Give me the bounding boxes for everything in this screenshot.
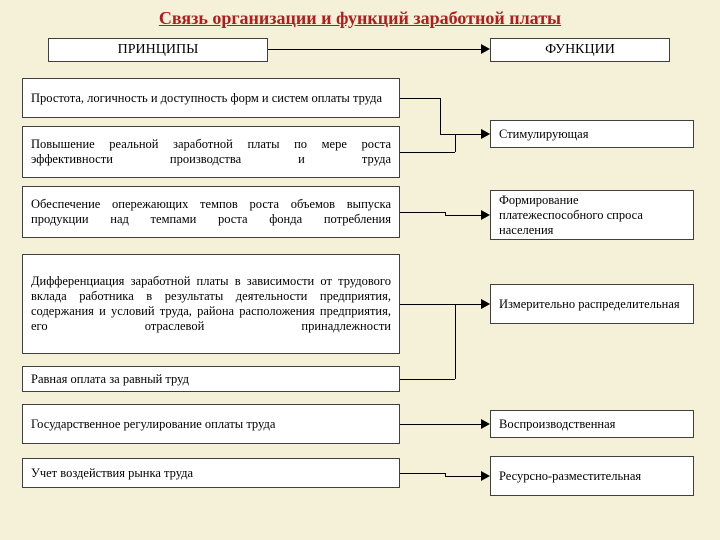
principles-header-label: ПРИНЦИПЫ <box>118 42 199 59</box>
function-box-3-label: Измерительно распределительная <box>499 297 680 312</box>
connector-2-seg3 <box>455 134 481 135</box>
connector-2-arrowhead-icon <box>481 129 490 139</box>
principle-box-6: Государственное регулирование оплаты тру… <box>22 404 400 444</box>
connector-4-seg1 <box>400 304 445 305</box>
connector-7-seg1 <box>400 473 445 474</box>
principle-box-1: Простота, логичность и доступность форм … <box>22 78 400 118</box>
principle-box-7-label: Учет воздействия рынка труда <box>31 466 193 481</box>
connector-6-arrowhead-icon <box>481 419 490 429</box>
connector-1-seg2 <box>440 98 441 134</box>
function-box-1-label: Стимулирующая <box>499 127 588 142</box>
connector-2-seg1 <box>400 152 455 153</box>
principle-box-5: Равная оплата за равный труд <box>22 366 400 392</box>
connector-3-arrowhead-icon <box>481 210 490 220</box>
function-box-5: Ресурсно-разместительная <box>490 456 694 496</box>
principle-box-4-label: Дифференциация заработной платы в зависи… <box>31 274 391 334</box>
functions-header: ФУНКЦИИ <box>490 38 670 62</box>
principle-box-4: Дифференциация заработной платы в зависи… <box>22 254 400 354</box>
principle-box-3-label: Обеспечение опережающих темпов роста объ… <box>31 197 391 227</box>
page-title: Связь организации и функций заработной п… <box>0 8 720 29</box>
connector-7-seg3 <box>445 476 481 477</box>
connector-1-seg1 <box>400 98 440 99</box>
connector-2-seg2 <box>455 134 456 152</box>
connector-5-arrowhead-icon <box>481 299 490 309</box>
connector-3-seg3 <box>445 215 481 216</box>
connector-5-seg2 <box>455 304 456 379</box>
function-box-3: Измерительно распределительная <box>490 284 694 324</box>
principle-box-6-label: Государственное регулирование оплаты тру… <box>31 417 275 432</box>
connector-7-arrowhead-icon <box>481 471 490 481</box>
header-connector-line <box>268 49 481 50</box>
function-box-5-label: Ресурсно-разместительная <box>499 469 641 484</box>
principle-box-2-label: Повышение реальной заработной платы по м… <box>31 137 391 167</box>
function-box-4-label: Воспроизводственная <box>499 417 615 432</box>
connector-3-seg1 <box>400 212 445 213</box>
principle-box-1-label: Простота, логичность и доступность форм … <box>31 91 382 106</box>
function-box-4: Воспроизводственная <box>490 410 694 438</box>
header-connector-arrow <box>481 44 490 54</box>
connector-5-seg1 <box>400 379 455 380</box>
function-box-2-label: Формирование платежеспособного спроса на… <box>499 193 685 238</box>
principle-box-5-label: Равная оплата за равный труд <box>31 372 189 387</box>
principle-box-2: Повышение реальной заработной платы по м… <box>22 126 400 178</box>
functions-header-label: ФУНКЦИИ <box>545 42 615 59</box>
principle-box-3: Обеспечение опережающих темпов роста объ… <box>22 186 400 238</box>
connector-6-seg1 <box>400 424 445 425</box>
connector-6-seg3 <box>445 424 481 425</box>
connector-5-seg3 <box>455 304 481 305</box>
function-box-1: Стимулирующая <box>490 120 694 148</box>
function-box-2: Формирование платежеспособного спроса на… <box>490 190 694 240</box>
principle-box-7: Учет воздействия рынка труда <box>22 458 400 488</box>
principles-header: ПРИНЦИПЫ <box>48 38 268 62</box>
